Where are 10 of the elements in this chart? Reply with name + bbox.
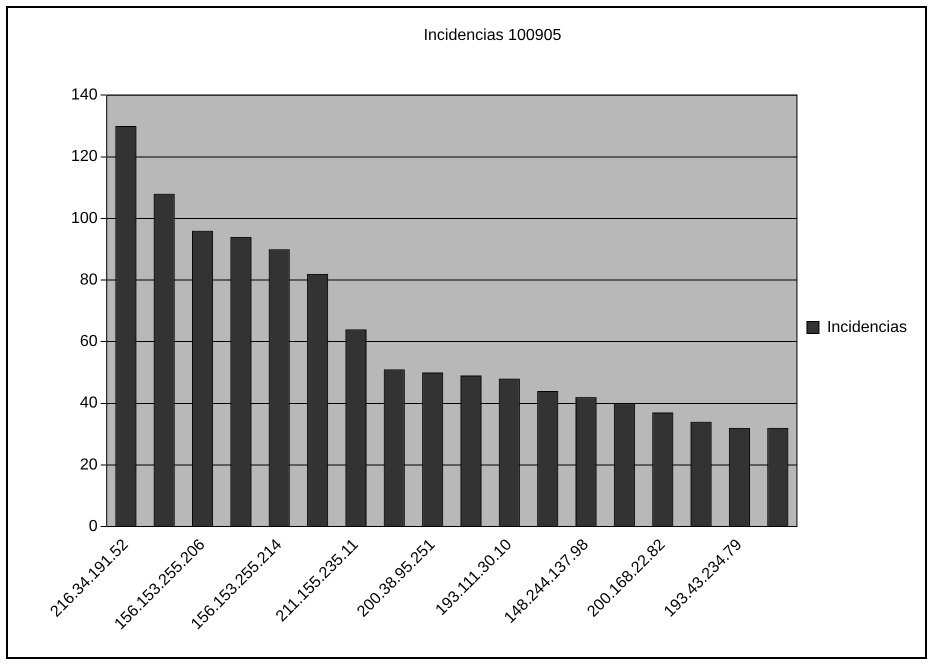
y-tick-label: 60 bbox=[80, 333, 98, 350]
legend-label: Incidencias bbox=[826, 318, 907, 336]
y-tick-label: 120 bbox=[70, 148, 98, 166]
y-tick-label: 20 bbox=[80, 456, 98, 474]
y-tick-label: 40 bbox=[80, 394, 98, 412]
y-tick-label: 0 bbox=[88, 518, 98, 535]
chart-title: Incidencias 100905 bbox=[424, 27, 562, 44]
y-tick-label: 100 bbox=[70, 210, 98, 227]
y-tick-label: 140 bbox=[70, 86, 98, 104]
y-tick-label: 80 bbox=[80, 271, 98, 288]
